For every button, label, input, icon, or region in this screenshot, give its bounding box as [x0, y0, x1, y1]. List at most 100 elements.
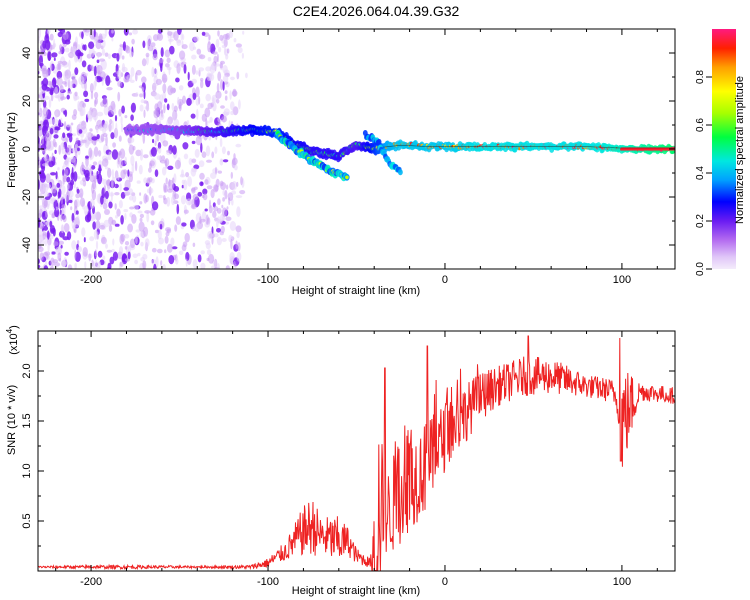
noise-speckle-mark: [119, 159, 124, 169]
noise-speckle-mark: [151, 259, 157, 265]
noise-speckle-mark: [140, 148, 144, 157]
noise-speckle-mark: [183, 153, 189, 160]
noise-speckle-mark: [150, 42, 156, 48]
noise-speckle-mark: [152, 138, 155, 144]
noise-speckle-mark: [217, 170, 222, 174]
noise-speckle-mark: [39, 205, 44, 210]
noise-speckle-mark: [103, 184, 107, 194]
noise-speckle-mark: [120, 123, 124, 133]
noise-speckle-mark: [222, 207, 228, 217]
noise-speckle-mark: [48, 98, 52, 108]
noise-speckle-mark: [96, 59, 100, 64]
noise-speckle-mark: [213, 55, 218, 64]
noise-speckle-mark: [70, 206, 73, 211]
noise-speckle-mark: [228, 197, 231, 206]
noise-speckle-mark: [101, 78, 104, 87]
noise-speckle-mark: [186, 97, 192, 106]
noise-speckle-mark: [62, 194, 67, 200]
ridge-line: [382, 144, 675, 149]
noise-speckle-mark: [183, 209, 189, 214]
noise-speckle-mark: [119, 183, 122, 192]
noise-speckle-mark: [39, 172, 46, 183]
noise-speckle-mark: [57, 29, 63, 32]
noise-speckle-mark: [79, 188, 84, 199]
noise-speckle-mark: [117, 152, 121, 163]
noise-speckle-mark: [119, 261, 124, 267]
noise-speckle-mark: [85, 155, 89, 159]
noise-speckle-mark: [216, 228, 221, 233]
noise-speckle-mark: [95, 220, 101, 230]
noise-speckle-mark: [236, 251, 242, 262]
branch-mark: [376, 138, 382, 145]
noise-speckle-mark: [192, 242, 196, 247]
noise-speckle-mark: [82, 247, 88, 257]
noise-speckle-mark: [84, 261, 87, 269]
xtick-label: -200: [80, 576, 102, 588]
noise-speckle-mark: [129, 206, 135, 210]
noise-speckle-mark: [185, 198, 193, 206]
snr-plot-area: [38, 335, 675, 571]
noise-speckle-mark: [136, 180, 141, 184]
noise-speckle-mark: [62, 215, 67, 223]
noise-speckle-mark: [104, 29, 108, 37]
noise-speckle-mark: [117, 174, 120, 181]
noise-speckle-mark: [91, 179, 97, 190]
noise-speckle-mark: [200, 250, 205, 255]
noise-speckle-mark: [71, 45, 77, 52]
noise-speckle-mark: [209, 64, 216, 74]
noise-speckle-mark: [96, 111, 104, 117]
noise-speckle-mark: [80, 132, 84, 138]
noise-speckle-mark: [211, 151, 215, 159]
noise-speckle-mark: [172, 110, 176, 121]
noise-speckle-mark: [89, 164, 92, 168]
colorbar-tick-label: 0.4: [695, 166, 706, 180]
snr-multiplier-close: ): [8, 325, 20, 329]
noise-speckle-mark: [132, 204, 139, 210]
noise-speckle-mark: [111, 37, 114, 42]
noise-speckle-mark: [199, 181, 204, 187]
noise-speckle-mark: [48, 51, 51, 61]
noise-speckle-mark: [205, 214, 209, 225]
noise-speckle-mark: [53, 38, 56, 50]
noise-speckle-mark: [127, 223, 133, 233]
noise-speckle-mark: [216, 236, 222, 246]
noise-speckle-mark: [221, 115, 228, 123]
noise-speckle-mark: [128, 137, 135, 144]
noise-speckle-mark: [179, 50, 186, 60]
noise-speckle-mark: [72, 226, 76, 230]
noise-speckle-mark: [67, 157, 72, 163]
noise-speckle-mark: [197, 191, 203, 197]
noise-speckle-mark: [165, 63, 170, 68]
noise-speckle-mark: [159, 132, 166, 144]
noise-speckle-mark: [54, 149, 57, 154]
noise-speckle-mark: [186, 120, 190, 125]
noise-speckle-mark: [220, 225, 225, 234]
noise-speckle-mark: [98, 261, 101, 267]
noise-speckle-mark: [146, 177, 151, 185]
noise-speckle-mark: [207, 57, 212, 62]
noise-speckle-mark: [206, 159, 212, 163]
noise-speckle-mark: [198, 54, 206, 60]
xtick-label: 100: [613, 274, 631, 286]
noise-speckle-mark: [64, 109, 68, 117]
noise-speckle-mark: [206, 249, 212, 256]
noise-speckle-mark: [70, 179, 74, 186]
noise-speckle-mark: [118, 200, 123, 209]
noise-speckle-mark: [167, 31, 173, 36]
noise-speckle-mark: [207, 230, 213, 240]
noise-speckle-mark: [233, 260, 236, 267]
noise-speckle-mark: [166, 103, 170, 111]
noise-speckle-mark: [221, 146, 226, 155]
noise-speckle-mark: [45, 39, 51, 51]
noise-speckle-mark: [98, 150, 102, 157]
noise-speckle-mark: [102, 255, 106, 260]
noise-speckle-mark: [48, 160, 54, 168]
ytick-label: 2.0: [21, 363, 33, 378]
branch-core-mark: [345, 175, 349, 180]
noise-speckle-mark: [125, 45, 131, 54]
noise-speckle-mark: [111, 120, 114, 130]
ytick-label: 40: [21, 47, 33, 59]
noise-speckle-mark: [199, 216, 202, 224]
noise-speckle-mark: [32, 74, 38, 84]
